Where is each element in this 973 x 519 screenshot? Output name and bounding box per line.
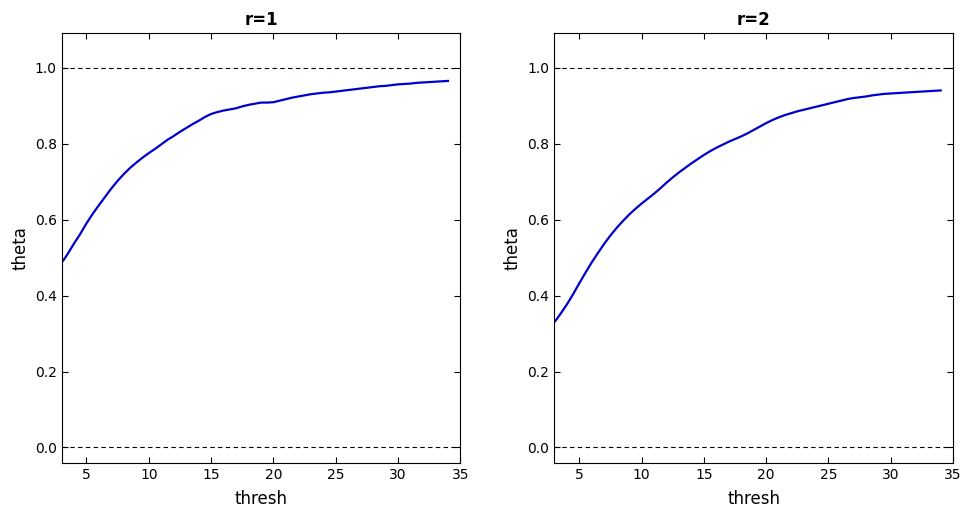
X-axis label: thresh: thresh: [234, 490, 287, 508]
Title: r=2: r=2: [737, 11, 771, 29]
Y-axis label: theta: theta: [504, 226, 522, 270]
X-axis label: thresh: thresh: [727, 490, 780, 508]
Y-axis label: theta: theta: [11, 226, 29, 270]
Title: r=1: r=1: [244, 11, 277, 29]
